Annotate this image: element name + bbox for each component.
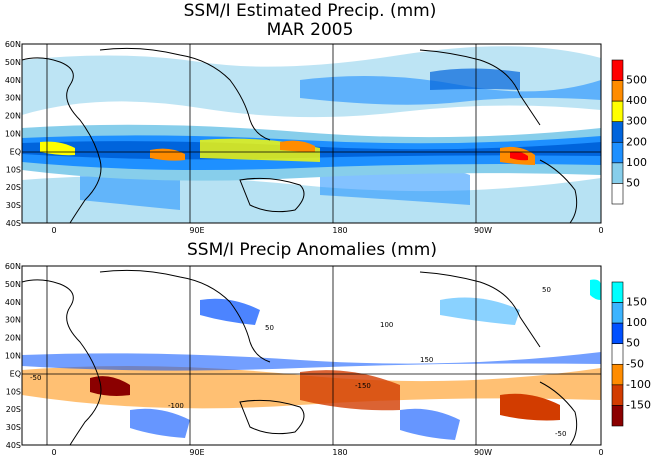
lat-label: 30S [6, 201, 21, 210]
legend-label: -150 [626, 398, 651, 411]
legend-label: 50 [626, 176, 640, 189]
legend-label: -50 [626, 357, 644, 370]
lat-label: 20N [5, 334, 21, 343]
legend-label: 300 [626, 115, 647, 128]
legend-swatch [611, 80, 624, 102]
lon-label: 90W [474, 448, 492, 457]
anomaly-contour-labels: -50 50 100 -100 -150 150 -50 50 [30, 286, 566, 438]
lat-label: EQ [10, 147, 21, 156]
anomaly-coastlines [22, 269, 578, 445]
lat-label: 10N [5, 130, 21, 139]
precip-field [22, 46, 601, 223]
lon-label: 90E [189, 448, 204, 457]
precip-map [21, 43, 602, 224]
anomaly-field [22, 269, 601, 445]
precip-title-line1: SSM/I Estimated Precip. (mm) [184, 1, 437, 21]
lat-label: 60N [5, 40, 21, 49]
lat-label: 40N [5, 76, 21, 85]
lat-label: 20N [5, 112, 21, 121]
legend-swatch [611, 183, 624, 205]
anomaly-lat-labels: 60N 50N 40N 30N 20N 10N EQ 10S 20S 30S 40S [5, 262, 21, 450]
legend-swatch [611, 405, 624, 427]
precip-gridlines [22, 44, 601, 223]
lon-label: 0 [598, 226, 603, 235]
legend-swatch [611, 141, 624, 164]
anomaly-map: -50 50 100 -100 -150 150 -50 50 [21, 265, 602, 446]
lat-label: 20S [6, 183, 21, 192]
legend-label: 400 [626, 94, 647, 107]
lat-label: 40N [5, 298, 21, 307]
lon-label: 180 [332, 226, 347, 235]
lat-label: 40S [6, 441, 21, 450]
legend-swatch [611, 59, 624, 81]
legend-swatch [611, 363, 624, 386]
legend-label: 500 [626, 74, 647, 87]
contour-label: 50 [265, 324, 274, 332]
lat-label: 50N [5, 280, 21, 289]
precip-lon-labels: 0 90E 180 90W 0 [51, 226, 603, 235]
legend-label: -100 [626, 378, 651, 391]
precip-legend: 500 400 300 200 100 50 [611, 59, 647, 205]
lon-label: 0 [598, 448, 603, 457]
precip-lat-labels: 60N 50N 40N 30N 20N 10N EQ 10S 20S 30S 40S [5, 40, 21, 228]
lat-label: 20S [6, 405, 21, 414]
lat-label: 50N [5, 58, 21, 67]
legend-label: 100 [626, 316, 647, 329]
contour-label: 150 [420, 356, 433, 364]
legend-swatch [611, 322, 624, 345]
precip-coastlines [22, 47, 578, 223]
legend-swatch [611, 121, 624, 143]
legend-swatch [611, 384, 624, 406]
legend-label: 150 [626, 296, 647, 309]
lat-label: 30S [6, 423, 21, 432]
precip-title-line2: MAR 2005 [267, 20, 354, 40]
legend-swatch [611, 100, 624, 123]
lon-label: 180 [332, 448, 347, 457]
lat-label: 30N [5, 94, 21, 103]
contour-label: -50 [30, 374, 41, 382]
contour-label: -150 [355, 382, 371, 390]
lon-label: 0 [51, 226, 56, 235]
anomaly-lon-labels: 0 90E 180 90W 0 [51, 448, 603, 457]
contour-label: 100 [380, 321, 393, 329]
lon-label: 0 [51, 448, 56, 457]
legend-label: 200 [626, 135, 647, 148]
anomaly-legend: 150 100 50 -50 -100 -150 [611, 281, 651, 427]
lat-label: 10S [6, 387, 21, 396]
legend-swatch [611, 162, 624, 184]
legend-label: 50 [626, 337, 640, 350]
legend-swatch [611, 343, 624, 365]
lat-label: EQ [10, 369, 21, 378]
lat-label: 30N [5, 316, 21, 325]
legend-label: 100 [626, 156, 647, 169]
lat-label: 10N [5, 352, 21, 361]
lat-label: 10S [6, 165, 21, 174]
anomaly-title: SSM/I Precip Anomalies (mm) [187, 240, 437, 260]
legend-swatch [611, 302, 624, 324]
contour-label: -100 [168, 402, 184, 410]
lat-label: 40S [6, 219, 21, 228]
anomaly-gridlines [22, 266, 601, 445]
contour-label: -50 [555, 430, 566, 438]
contour-label: 50 [542, 286, 551, 294]
lon-label: 90E [189, 226, 204, 235]
lon-label: 90W [474, 226, 492, 235]
legend-swatch [611, 281, 624, 303]
lat-label: 60N [5, 262, 21, 271]
